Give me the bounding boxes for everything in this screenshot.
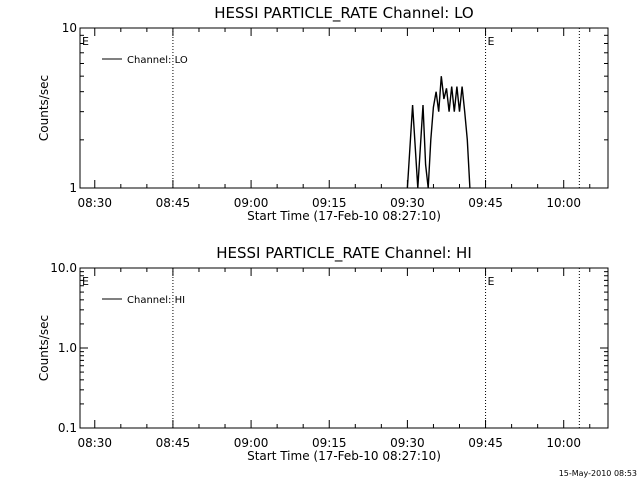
y-tick-label: 10	[62, 21, 77, 35]
event-label: E	[488, 35, 495, 48]
x-tick-label: 09:30	[390, 436, 425, 450]
x-tick-label: 08:30	[77, 196, 112, 210]
x-tick-label: 09:00	[234, 436, 269, 450]
x-tick-label: 08:45	[156, 196, 191, 210]
plot-frame	[79, 27, 609, 189]
event-label: E	[82, 35, 89, 48]
event-label: E	[488, 275, 495, 288]
x-tick-label: 08:45	[156, 436, 191, 450]
x-tick-label: 09:00	[234, 196, 269, 210]
x-axis-label: Start Time (17-Feb-10 08:27:10)	[247, 449, 441, 463]
x-tick-label: 09:45	[468, 436, 503, 450]
y-tick-label: 1.0	[58, 341, 77, 355]
y-axis-label: Counts/sec	[37, 75, 51, 141]
x-tick-label: 09:45	[468, 196, 503, 210]
legend-label: Channel: HI	[127, 295, 185, 306]
chart-panel-lo: HESSI PARTICLE_RATE Channel: LO 08:30 08:4…	[37, 4, 609, 223]
chart-title: HESSI PARTICLE_RATE Channel: HI	[216, 244, 472, 263]
x-tick-label: 10:00	[546, 196, 581, 210]
legend-label: Channel: LO	[127, 55, 188, 66]
y-tick-label: 0.1	[58, 421, 77, 435]
plot-frame	[79, 267, 609, 429]
x-tick-label: 09:15	[312, 196, 347, 210]
y-tick-label: 1	[69, 181, 77, 195]
series-line-lo	[406, 76, 471, 189]
event-label: E	[82, 275, 89, 288]
y-axis-label: Counts/sec	[37, 315, 51, 381]
timestamp-footer: 15-May-2010 08:53	[559, 469, 637, 478]
chart-title: HESSI PARTICLE_RATE Channel: LO	[214, 4, 473, 23]
y-tick-label: 10.0	[50, 261, 77, 275]
x-tick-label: 09:30	[390, 196, 425, 210]
x-tick-label: 08:30	[77, 436, 112, 450]
x-tick-label: 10:00	[546, 436, 581, 450]
x-tick-label: 09:15	[312, 436, 347, 450]
x-axis-label: Start Time (17-Feb-10 08:27:10)	[247, 209, 441, 223]
chart-panel-hi: HESSI PARTICLE_RATE Channel: HI 08:30 08:4…	[37, 244, 609, 463]
